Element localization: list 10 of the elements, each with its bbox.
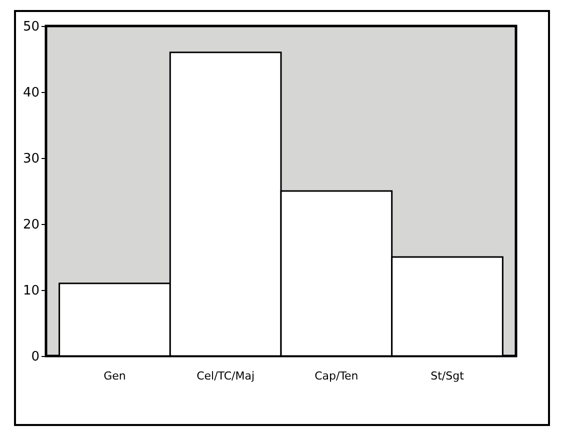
x-tick-label: Gen [104,370,126,382]
y-tick-label: 40 [22,86,40,100]
x-tick-label: Cap/Ten [314,370,358,382]
y-tick-label: 30 [22,152,40,166]
y-tick-label: 50 [22,20,40,34]
y-tick-label: 20 [22,218,40,232]
y-tick-label: 10 [22,284,40,298]
x-tick-label: Cel/TC/Maj [196,370,255,382]
y-tick-label: 0 [31,350,40,364]
x-tick-label: St/Sgt [430,370,465,382]
